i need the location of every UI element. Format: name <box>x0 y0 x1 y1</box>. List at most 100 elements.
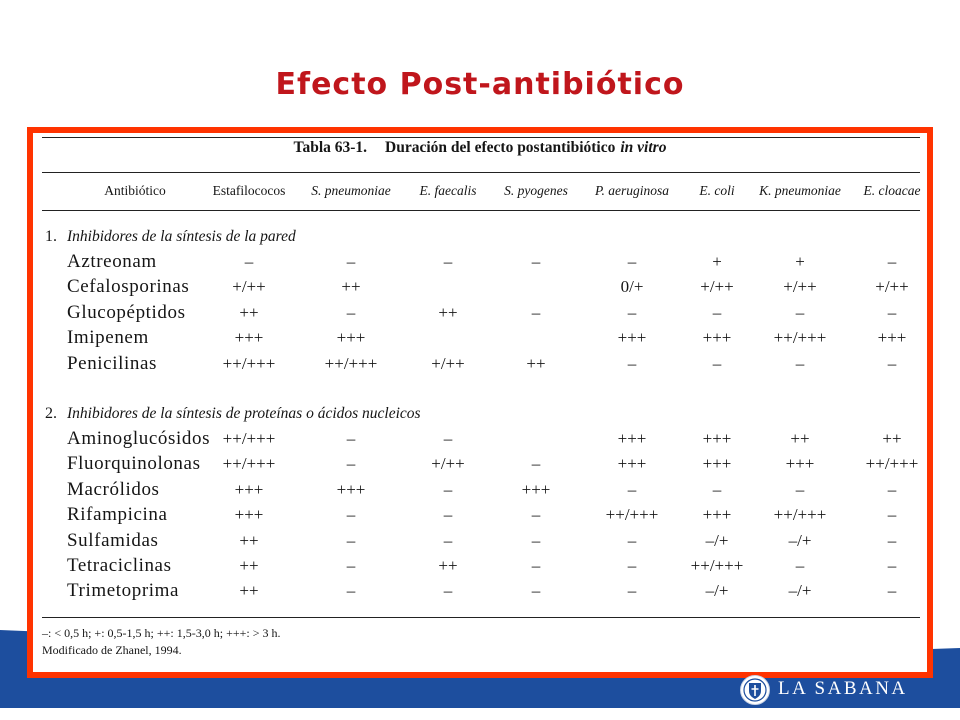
value-cell: ++ <box>882 429 902 448</box>
value-cell: ++/+++ <box>222 353 276 373</box>
value-cell: +++ <box>617 454 647 474</box>
table-row-fluorquinolonas: Fluorquinolonas ++/+++ – +/++ – +++ +++ +++ ++/+… <box>33 453 927 475</box>
table-row-cefalosporinas: Cefalosporinas +/++ ++ 0/+ +/++ +/++ +/++ <box>33 276 927 298</box>
value-cell: ++ <box>239 581 259 601</box>
column-header-antibiotico: Antibiótico <box>104 183 166 198</box>
value-cell: – <box>627 581 637 601</box>
value-cell: – <box>346 505 356 525</box>
value-cell: +++ <box>336 479 366 499</box>
value-cell: – <box>795 479 805 499</box>
value-cell: – <box>346 302 356 322</box>
antibiotic-name: Fluorquinolonas <box>67 453 201 475</box>
column-header-e-cloacae: E. cloacae <box>863 183 921 198</box>
value-cell: – <box>627 353 637 373</box>
antibiotic-name: Imipenem <box>67 327 149 349</box>
value-cell: ++ <box>438 302 458 322</box>
value-cell: +++ <box>234 505 264 525</box>
value-cell: ++/+++ <box>222 454 276 474</box>
value-cell: – <box>346 454 356 474</box>
value-cell: – <box>887 505 897 525</box>
value-cell: – <box>346 252 356 271</box>
value-cell: ++ <box>239 530 259 550</box>
antibiotic-name: Aztreonam <box>67 251 157 272</box>
value-cell: +++ <box>617 328 647 348</box>
value-cell: ++ <box>239 556 259 575</box>
table-rule <box>42 137 920 138</box>
value-cell: ++/+++ <box>324 353 378 373</box>
slide-title: Efecto Post-antibiótico <box>275 67 685 102</box>
value-cell: – <box>531 530 541 550</box>
caption-number: Tabla 63-1. <box>293 139 368 156</box>
table-row-macrolidos: Macrólidos +++ +++ – +++ – – – – <box>33 479 927 501</box>
value-cell: ++ <box>239 302 259 322</box>
table-row-sulfamidas: Sulfamidas ++ – – – – –/+ –/+ – <box>33 530 927 552</box>
table-header-row: Antibiótico Estafilococos S. pneumoniae E. … <box>33 181 927 201</box>
section-heading: Inhibidores de la síntesis de la pared <box>67 228 296 245</box>
value-cell: ++ <box>438 556 458 575</box>
table-row-penicilinas: Penicilinas ++/+++ ++/+++ +/++ ++ – – – – <box>33 353 927 375</box>
table-caption: Tabla 63-1. Duración del efecto postantib… <box>33 137 927 159</box>
value-cell: +++ <box>702 505 732 525</box>
antibiotic-name: Tetraciclinas <box>67 555 172 576</box>
value-cell: –/+ <box>705 581 729 601</box>
column-header-s-pneumoniae: S. pneumoniae <box>311 183 391 198</box>
caption-italic: in vitro <box>620 139 667 156</box>
value-cell: – <box>712 353 722 373</box>
value-cell: – <box>443 479 453 499</box>
value-cell: – <box>795 556 805 575</box>
value-cell: – <box>887 252 897 271</box>
value-cell: – <box>887 556 897 575</box>
antibiotic-name: Penicilinas <box>67 352 157 374</box>
value-cell: – <box>443 429 453 448</box>
value-cell: – <box>443 252 453 271</box>
value-cell: – <box>712 479 722 499</box>
university-logo-text: LA SABANA <box>778 678 908 699</box>
caption-text: Duración del efecto postantibiótico <box>385 139 616 156</box>
value-cell: – <box>712 302 722 322</box>
university-seal-icon <box>740 675 770 705</box>
value-cell: +++ <box>336 328 366 348</box>
antibiotic-name: Glucopéptidos <box>67 301 186 323</box>
value-cell: +/++ <box>431 353 465 373</box>
section-number: 2. <box>45 405 57 422</box>
value-cell: – <box>627 556 637 575</box>
antibiotic-table: Tabla 63-1. Duración del efecto postantib… <box>33 133 927 672</box>
table-row-rifampicina: Rifampicina +++ – – – ++/+++ +++ ++/+++ – <box>33 504 927 526</box>
value-cell: – <box>346 556 356 575</box>
value-cell: ++ <box>526 353 546 373</box>
table-row-tetraciclinas: Tetraciclinas ++ – ++ – – ++/+++ – – <box>33 555 927 577</box>
value-cell: – <box>531 252 541 271</box>
value-cell: – <box>443 530 453 550</box>
value-cell: – <box>531 581 541 601</box>
value-cell: +++ <box>702 328 732 348</box>
value-cell: – <box>443 581 453 601</box>
value-cell: – <box>627 302 637 322</box>
column-header-s-pyogenes: S. pyogenes <box>504 183 568 198</box>
value-cell: – <box>531 556 541 575</box>
table-rule <box>42 172 920 173</box>
table-rule <box>42 617 920 618</box>
value-cell: +/++ <box>431 454 465 474</box>
value-cell: – <box>531 302 541 322</box>
value-cell: –/+ <box>788 530 812 550</box>
value-cell: +/++ <box>783 277 817 297</box>
antibiotic-name: Rifampicina <box>67 504 168 526</box>
value-cell: ++/+++ <box>773 505 827 525</box>
value-cell: – <box>443 505 453 525</box>
value-cell: – <box>627 530 637 550</box>
section-heading: Inhibidores de la síntesis de proteínas … <box>67 405 421 422</box>
value-cell: ++/+++ <box>773 328 827 348</box>
value-cell: – <box>531 505 541 525</box>
antibiotic-name: Cefalosporinas <box>67 276 190 298</box>
column-header-e-faecalis: E. faecalis <box>419 183 477 198</box>
value-cell: ++/+++ <box>690 556 744 575</box>
value-cell: – <box>795 302 805 322</box>
value-cell: –/+ <box>788 581 812 601</box>
table-row-trimetoprima: Trimetoprima ++ – – – – –/+ –/+ – <box>33 580 927 602</box>
value-cell: +++ <box>702 429 732 448</box>
value-cell: + <box>795 252 805 271</box>
value-cell: + <box>712 252 722 271</box>
value-cell: – <box>627 252 637 271</box>
column-header-p-aeruginosa: P. aeruginosa <box>594 183 669 198</box>
value-cell: – <box>887 302 897 322</box>
